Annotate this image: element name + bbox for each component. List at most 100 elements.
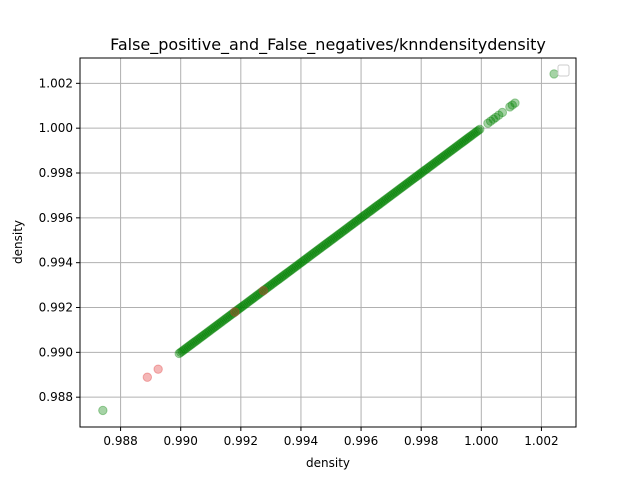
data-point bbox=[460, 135, 470, 146]
data-point bbox=[278, 271, 288, 281]
data-point bbox=[311, 246, 321, 257]
x-tick-label: 0.998 bbox=[404, 434, 438, 448]
data-point bbox=[291, 261, 302, 271]
data-point bbox=[233, 305, 243, 315]
data-point bbox=[186, 339, 196, 350]
data-point bbox=[282, 268, 293, 278]
data-point bbox=[389, 188, 399, 198]
data-point bbox=[381, 194, 392, 204]
data-point bbox=[179, 345, 189, 355]
data-point bbox=[284, 266, 294, 277]
data-point bbox=[384, 191, 395, 202]
data-point bbox=[177, 346, 187, 356]
data-point bbox=[348, 218, 359, 229]
data-point bbox=[354, 214, 365, 224]
data-point bbox=[414, 169, 425, 179]
data-point bbox=[258, 285, 269, 296]
data-point bbox=[300, 254, 311, 265]
data-point bbox=[234, 303, 245, 314]
data-point bbox=[318, 241, 329, 251]
data-point bbox=[221, 314, 231, 324]
data-point bbox=[188, 338, 198, 349]
data-point bbox=[275, 273, 285, 284]
data-point bbox=[324, 236, 335, 247]
data-point bbox=[272, 275, 282, 286]
data-point bbox=[342, 223, 353, 233]
data-point bbox=[335, 228, 345, 239]
data-point bbox=[231, 306, 242, 316]
data-point bbox=[245, 296, 255, 306]
data-point bbox=[505, 102, 515, 112]
data-point bbox=[431, 157, 441, 167]
data-point bbox=[422, 163, 432, 174]
data-point bbox=[401, 179, 411, 189]
data-point bbox=[251, 291, 261, 302]
data-point bbox=[237, 301, 248, 312]
data-point bbox=[243, 297, 254, 307]
data-point bbox=[419, 166, 429, 176]
y-tick-label: 0.992 bbox=[39, 301, 73, 315]
data-point bbox=[345, 220, 356, 231]
data-point bbox=[197, 331, 207, 342]
data-point bbox=[317, 242, 327, 252]
data-point bbox=[549, 69, 559, 79]
data-point bbox=[458, 136, 468, 147]
data-point bbox=[402, 178, 413, 188]
data-point bbox=[216, 317, 226, 327]
data-point bbox=[363, 207, 374, 217]
data-point bbox=[357, 212, 368, 222]
data-point bbox=[312, 245, 323, 256]
data-point bbox=[212, 320, 222, 331]
legend-box bbox=[557, 64, 570, 77]
data-point bbox=[368, 204, 378, 214]
data-point bbox=[230, 307, 240, 317]
data-point bbox=[461, 134, 471, 145]
data-point bbox=[236, 302, 246, 313]
x-tick-label: 1.002 bbox=[524, 434, 558, 448]
data-point bbox=[392, 186, 402, 196]
data-point bbox=[365, 206, 375, 216]
x-tick-label: 0.996 bbox=[344, 434, 378, 448]
data-point bbox=[174, 348, 184, 359]
data-point bbox=[302, 253, 312, 263]
data-point bbox=[378, 196, 389, 206]
data-point bbox=[446, 145, 456, 156]
data-point bbox=[183, 342, 193, 352]
data-point bbox=[248, 293, 258, 304]
data-point bbox=[213, 319, 223, 330]
data-point bbox=[195, 333, 205, 343]
data-point bbox=[305, 251, 315, 261]
data-point bbox=[451, 142, 461, 152]
data-point bbox=[464, 132, 474, 142]
data-point bbox=[279, 270, 290, 280]
data-point bbox=[290, 262, 300, 272]
data-point bbox=[351, 216, 362, 226]
data-point bbox=[339, 225, 350, 235]
data-point bbox=[387, 189, 398, 200]
data-point bbox=[203, 327, 213, 337]
data-point bbox=[333, 229, 344, 240]
data-point bbox=[336, 227, 347, 238]
x-tick-label: 0.994 bbox=[284, 434, 318, 448]
y-tick-label: 0.994 bbox=[39, 256, 73, 270]
data-point bbox=[182, 343, 192, 353]
data-point bbox=[433, 155, 443, 166]
data-point bbox=[344, 222, 354, 232]
data-point bbox=[142, 372, 153, 382]
data-point bbox=[266, 280, 276, 290]
data-point bbox=[420, 164, 431, 175]
data-point bbox=[287, 264, 297, 275]
data-point bbox=[497, 107, 508, 118]
data-point bbox=[472, 126, 482, 137]
data-point bbox=[439, 151, 449, 161]
grid bbox=[80, 58, 576, 427]
axis-ticks: 0.988 0.990 0.992 0.994 0.996 0.998 1.000 1.002… bbox=[39, 76, 559, 448]
x-tick-label: 0.988 bbox=[103, 434, 137, 448]
y-tick-label: 0.996 bbox=[39, 211, 73, 225]
data-point bbox=[308, 249, 318, 259]
data-point bbox=[230, 307, 240, 317]
data-point bbox=[204, 326, 214, 336]
data-point bbox=[191, 336, 201, 346]
data-point bbox=[180, 344, 190, 354]
